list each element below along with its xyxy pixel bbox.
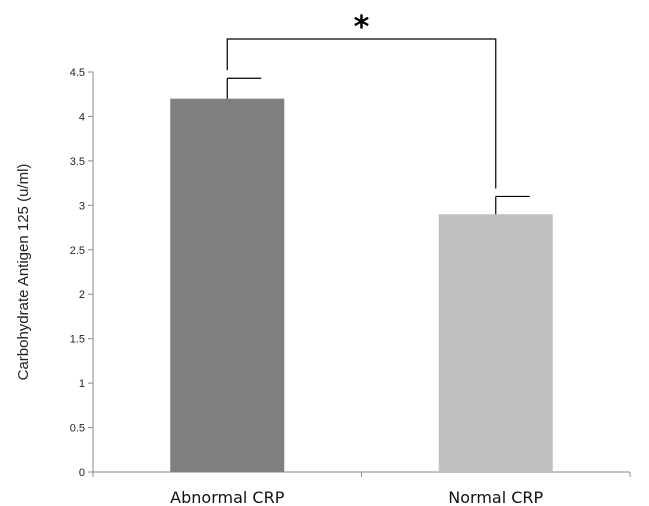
y-tick-label: 0.5	[70, 423, 85, 435]
y-tick-label: 4	[79, 111, 85, 123]
significance-bracket	[226, 38, 497, 189]
significance-annotation: *	[226, 10, 497, 189]
y-tick-label: 2	[79, 289, 85, 301]
bars	[170, 98, 553, 473]
y-tick-label: 1	[79, 378, 85, 390]
bar	[438, 214, 553, 472]
y-tick-label: 0	[79, 467, 85, 479]
x-category-label: Normal CRP	[448, 488, 543, 506]
error-bars	[226, 77, 530, 215]
significance-star: *	[354, 10, 370, 45]
y-axis-label: Carbohydrate Antigen 125 (u/ml)	[15, 164, 32, 381]
x-category-label: Abnormal CRP	[170, 488, 285, 506]
y-tick-label: 4.5	[70, 67, 85, 79]
y-tick-label: 1.5	[70, 334, 85, 346]
bar	[170, 98, 285, 473]
category-labels: Abnormal CRP Normal CRP	[170, 488, 543, 506]
y-tick-label: 2.5	[70, 245, 85, 257]
y-tick-label: 3.5	[70, 156, 85, 168]
y-tick-label: 3	[79, 200, 85, 212]
